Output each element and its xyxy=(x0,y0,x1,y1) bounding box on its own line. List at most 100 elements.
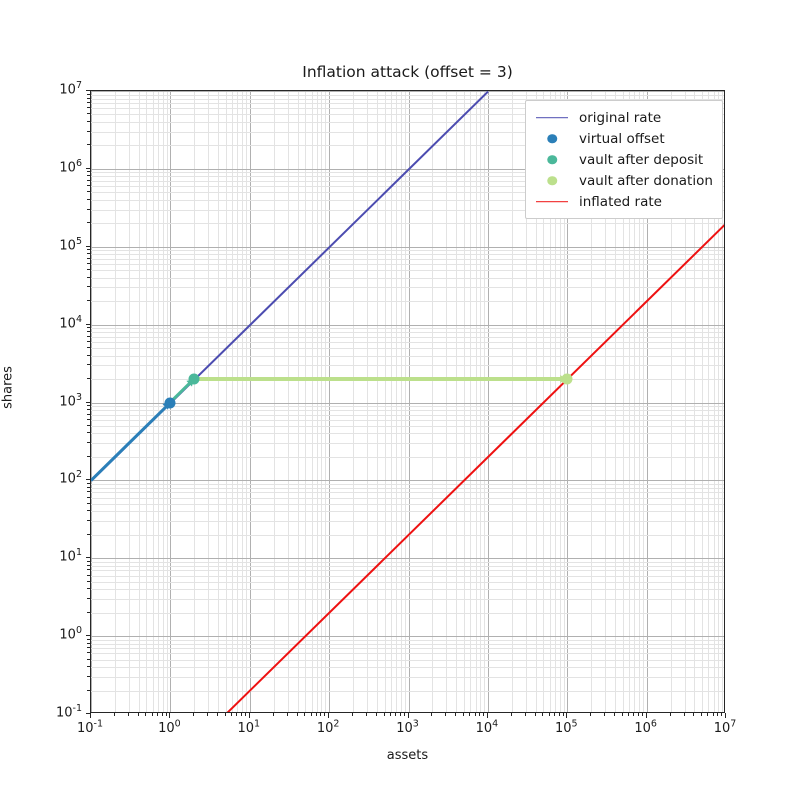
gridline-y-minor xyxy=(91,419,724,421)
gridline-y-minor xyxy=(91,103,724,105)
xtick-minor xyxy=(614,713,616,716)
gridline-y-minor xyxy=(91,355,724,357)
xtick-minor xyxy=(683,713,685,716)
gridline-y-minor xyxy=(91,264,724,266)
ytick-minor xyxy=(87,257,90,259)
gridline-y-minor xyxy=(91,348,724,350)
gridline-x-major xyxy=(408,91,410,712)
gridline-x-minor xyxy=(591,91,593,712)
swatch-glyph xyxy=(547,133,557,144)
gridline-y-minor xyxy=(91,341,724,343)
gridline-y-minor xyxy=(91,336,724,338)
gridline-x-minor xyxy=(634,91,636,712)
gridline-y-major xyxy=(91,324,724,326)
xtick-minor xyxy=(296,713,298,716)
gridline-y-minor xyxy=(91,659,724,661)
legend-item-inflated-rate[interactable]: inflated rate xyxy=(534,191,713,212)
marker-vault-after-donation[interactable] xyxy=(561,373,573,385)
gridline-x-minor xyxy=(404,91,406,712)
gridline-x-minor xyxy=(305,91,307,712)
gridline-y-major xyxy=(91,402,724,404)
gridline-x-minor xyxy=(713,91,715,712)
ytick-minor xyxy=(87,263,90,265)
xtick-minor xyxy=(113,713,115,716)
ytick-minor xyxy=(87,113,90,115)
gridline-x-minor xyxy=(225,91,227,712)
chart-legend[interactable]: original rate virtual offset vault after d… xyxy=(525,100,723,219)
ytick-minor xyxy=(87,327,90,329)
xtick-minor xyxy=(403,713,405,716)
gridline-y-major xyxy=(91,636,724,638)
legend-item-virtual-offset[interactable]: virtual offset xyxy=(534,128,713,149)
xtick-minor xyxy=(383,713,385,716)
gridline-y-minor xyxy=(91,114,724,116)
gridline-y-minor xyxy=(91,511,724,513)
gridline-x-minor xyxy=(535,91,537,712)
xtick-minor xyxy=(469,713,471,716)
ytick-label: 104 xyxy=(59,313,82,332)
gridline-x-minor xyxy=(396,91,398,712)
gridline-x-minor xyxy=(549,91,551,712)
gridline-y-minor xyxy=(91,186,724,188)
gridline-x-minor xyxy=(702,91,704,712)
xtick-minor xyxy=(628,713,630,716)
swatch-glyph xyxy=(547,175,557,186)
xtick-label: 107 xyxy=(713,718,737,736)
gridline-y-minor xyxy=(91,643,724,645)
ytick-minor xyxy=(87,569,90,571)
gridline-x-minor xyxy=(694,91,696,712)
gridline-y-minor xyxy=(91,332,724,334)
xtick-major xyxy=(248,713,250,718)
xtick-minor xyxy=(375,713,377,716)
gridline-x-minor xyxy=(605,91,607,712)
gridline-x-minor xyxy=(146,91,148,712)
xtick-minor xyxy=(445,713,447,716)
gridline-x-minor xyxy=(559,91,561,712)
xtick-minor xyxy=(157,713,159,716)
gridline-x-minor xyxy=(525,91,527,712)
gridline-x-minor xyxy=(242,91,244,712)
gridline-x-minor xyxy=(456,91,458,712)
xtick-label: 100 xyxy=(158,718,181,736)
gridline-y-minor xyxy=(91,483,724,485)
gridline-y-minor xyxy=(91,667,724,669)
xtick-minor xyxy=(389,713,391,716)
gridline-y-minor xyxy=(91,639,724,641)
xtick-minor xyxy=(553,713,555,716)
xtick-minor xyxy=(590,713,592,716)
xtick-minor xyxy=(231,713,233,716)
gridline-y-minor xyxy=(91,653,724,655)
gridline-x-minor xyxy=(484,91,486,712)
gridline-x-minor xyxy=(670,91,672,712)
xtick-minor xyxy=(462,713,464,716)
ytick-minor xyxy=(87,364,90,366)
ytick-major xyxy=(85,635,90,637)
xtick-minor xyxy=(483,713,485,716)
gridline-x-minor xyxy=(446,91,448,712)
gridline-y-major xyxy=(91,91,724,92)
gridline-y-minor xyxy=(91,425,724,427)
xtick-label: 106 xyxy=(634,718,657,736)
gridline-y-minor xyxy=(91,497,724,499)
gridline-y-minor xyxy=(91,433,724,435)
ytick-minor xyxy=(87,432,90,434)
xtick-label: 101 xyxy=(237,718,261,736)
gridline-x-minor xyxy=(470,91,472,712)
ytick-minor xyxy=(87,347,90,349)
legend-item-vault-after-deposit[interactable]: vault after deposit xyxy=(534,149,713,170)
ytick-minor xyxy=(87,198,90,200)
xtick-minor xyxy=(352,713,354,716)
gridline-y-minor xyxy=(91,94,724,96)
gridline-x-minor xyxy=(708,91,710,712)
marker-virtual-offset[interactable] xyxy=(164,397,176,408)
ytick-minor xyxy=(87,120,90,122)
gridline-x-minor xyxy=(114,91,116,712)
xtick-major xyxy=(725,713,726,718)
series-flat-donation-arrow xyxy=(194,377,568,381)
legend-item-original-rate[interactable]: original rate xyxy=(534,107,713,128)
ytick-minor xyxy=(87,93,90,95)
xtick-major xyxy=(90,713,91,718)
legend-item-vault-after-donation[interactable]: vault after donation xyxy=(534,170,713,191)
marker-vault-after-deposit[interactable] xyxy=(188,373,200,385)
